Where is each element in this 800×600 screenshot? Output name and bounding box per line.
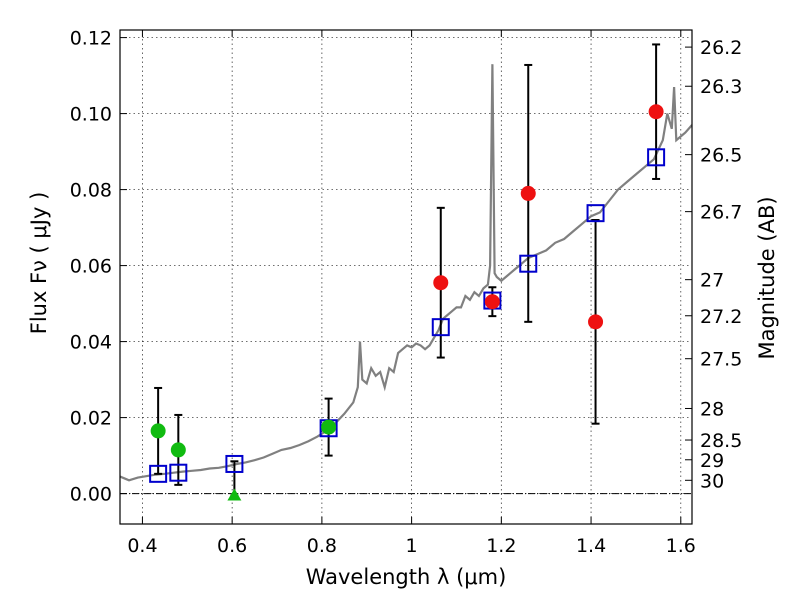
x-tick-label: 1.2 <box>486 535 516 557</box>
right-tick-label: 26.3 <box>700 76 742 98</box>
x-tick-label: 1.6 <box>666 535 696 557</box>
red-data-point <box>484 294 500 310</box>
right-axis-title: Magnitude (AB) <box>755 196 779 359</box>
plot-frame <box>119 29 693 525</box>
right-tick-label: 27.5 <box>700 349 742 371</box>
y-tick-label: 0.04 <box>70 332 112 354</box>
right-tick-label: 26.5 <box>700 145 742 167</box>
axis-ticks: 0.4 0.6 0.8 1 1.2 1.4 1.6 0.00 0.02 0.04 0.06 0.08 0… <box>70 28 743 557</box>
grid-lines <box>120 30 692 524</box>
y-tick-label: 0.12 <box>70 28 112 50</box>
x-axis-title: Wavelength λ (μm) <box>306 565 507 589</box>
y-tick-label: 0.00 <box>70 484 112 506</box>
model-flux-square <box>586 204 605 223</box>
right-tick-label: 27.2 <box>700 306 742 328</box>
red-data-point <box>648 104 664 120</box>
y-tick-label: 0.10 <box>70 104 112 126</box>
plot-area <box>120 43 692 501</box>
model-flux-square <box>149 464 168 483</box>
y-tick-label: 0.06 <box>70 256 112 278</box>
model-flux-square <box>431 318 450 337</box>
right-tick-label: 30 <box>700 470 724 492</box>
right-tick-label: 26.7 <box>700 202 742 224</box>
y-axis-title: Flux Fν ( μJy ) <box>27 192 51 335</box>
x-tick-label: 0.8 <box>307 535 337 557</box>
y-tick-label: 0.02 <box>70 408 112 430</box>
red-data-point <box>433 275 449 291</box>
green-data-point <box>150 423 166 439</box>
right-tick-label: 26.2 <box>700 37 742 59</box>
spectrum-line <box>120 64 692 482</box>
x-tick-label: 1 <box>406 535 418 557</box>
x-tick-label: 0.4 <box>127 535 157 557</box>
green-data-point <box>170 442 186 458</box>
upper-limit-triangle <box>227 488 242 501</box>
right-tick-label: 28 <box>700 398 724 420</box>
right-tick-label: 27 <box>700 270 724 292</box>
x-tick-label: 1.4 <box>576 535 606 557</box>
x-tick-label: 0.6 <box>217 535 247 557</box>
green-data-point <box>321 419 337 435</box>
model-flux-square <box>647 148 666 167</box>
right-tick-label: 29 <box>700 450 724 472</box>
red-data-point <box>520 185 536 201</box>
model-flux-square <box>169 463 188 482</box>
model-flux-square <box>225 454 244 473</box>
red-data-point <box>588 314 604 330</box>
right-tick-label: 28.5 <box>700 430 742 452</box>
y-tick-label: 0.08 <box>70 180 112 202</box>
model-flux-square <box>519 254 538 273</box>
